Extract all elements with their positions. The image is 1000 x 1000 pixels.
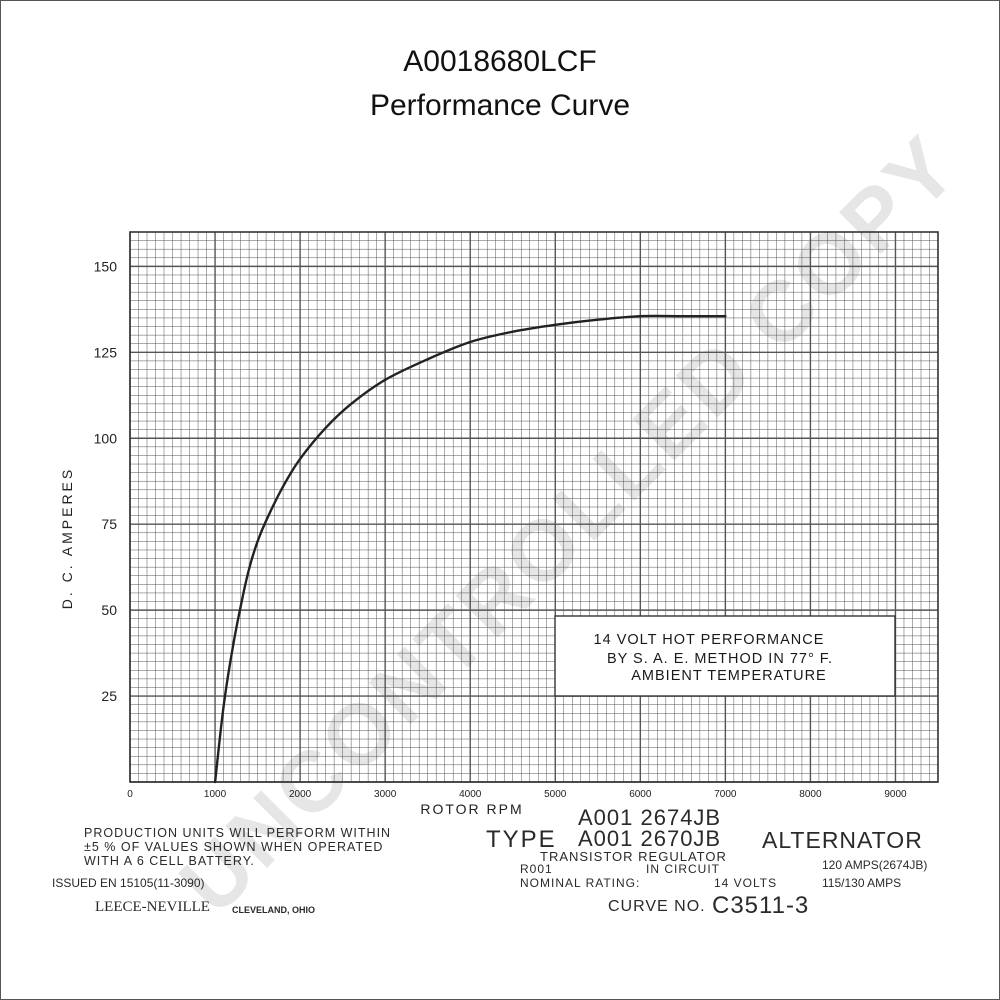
x-tick-label: 6000	[629, 789, 652, 800]
production-note-line: PRODUCTION UNITS WILL PERFORM WITHIN	[84, 826, 392, 840]
curve-point	[469, 341, 471, 343]
y-tick-label: 125	[94, 344, 118, 360]
curve-point	[265, 520, 267, 522]
x-tick-label: 8000	[799, 789, 822, 800]
annotation-line: 14 VOLT HOT PERFORMANCE	[594, 632, 825, 648]
curve-point	[597, 319, 599, 321]
y-tick-label: 150	[94, 258, 118, 274]
regulator-code: R001	[520, 862, 553, 876]
curve-point	[639, 315, 641, 317]
curve-point	[384, 379, 386, 381]
volts-value: 14 VOLTS	[714, 876, 778, 890]
y-axis-label: D. C. AMPERES	[59, 467, 75, 609]
curve-number: C3511-3	[712, 892, 810, 919]
y-tick-label: 100	[94, 430, 118, 446]
maker-name: LEECE-NEVILLE	[95, 899, 210, 915]
maker-city: CLEVELAND, OHIO	[232, 905, 316, 915]
nominal-label: NOMINAL RATING:	[520, 876, 641, 890]
plot-border	[129, 231, 939, 783]
regulator-label: TRANSISTOR REGULATOR	[540, 849, 727, 864]
in-circuit-label: IN CIRCUIT	[646, 862, 720, 876]
type-label: TYPE	[486, 826, 557, 853]
curve-point	[257, 540, 259, 543]
curve-point	[427, 358, 429, 360]
curve-point	[248, 568, 250, 570]
curve-point	[682, 315, 684, 317]
curve-point	[223, 705, 225, 708]
x-tick-label: 0	[127, 789, 133, 800]
x-tick-label: 2000	[289, 789, 312, 800]
annotation-box	[554, 615, 896, 697]
x-axis-label: ROTOR RPM	[420, 801, 523, 817]
x-tick-label: 3000	[374, 789, 397, 800]
page-subtitle: Performance Curve	[369, 89, 631, 122]
x-tick-label: 5000	[544, 789, 567, 800]
curve-point	[724, 315, 727, 317]
curve-point	[282, 485, 284, 487]
alternator-label: ALTERNATOR	[762, 827, 923, 853]
curve-point	[214, 781, 216, 783]
curve-point	[299, 458, 301, 460]
y-tick-label: 25	[101, 688, 117, 704]
x-tick-label: 7000	[714, 789, 737, 800]
amps-a-value: 120 AMPS(2674JB)	[822, 858, 928, 872]
curve-point	[554, 324, 556, 326]
production-note-line: ±5 % OF VALUES SHOWN WHEN OPERATED	[84, 840, 384, 854]
model-a: A001 2674JB	[578, 805, 722, 830]
x-tick-label: 9000	[884, 789, 907, 800]
amps-b-value: 115/130 AMPS	[822, 876, 902, 890]
annotation-line: BY S. A. E. METHOD IN 77° F.	[607, 651, 833, 667]
x-tick-label: 4000	[459, 789, 482, 800]
y-tick-label: 75	[101, 516, 117, 532]
x-tick-label: 1000	[204, 789, 227, 800]
curve-point	[350, 403, 352, 405]
y-tick-label: 50	[101, 602, 117, 618]
curve-point	[325, 427, 327, 429]
curve-number-label: CURVE NO.	[608, 898, 706, 915]
annotation-line: AMBIENT TEMPERATURE	[631, 668, 826, 684]
curve-point	[512, 331, 514, 333]
production-note-line: WITH A 6 CELL BATTERY.	[84, 854, 255, 868]
model-b: A001 2670JB	[578, 826, 722, 851]
curve-point	[231, 650, 233, 653]
curve-point	[240, 606, 242, 608]
page-title: A0018680LCF	[403, 45, 597, 78]
issued-label: ISSUED EN 15105(11-3090)	[52, 876, 205, 890]
production-note: PRODUCTION UNITS WILL PERFORM WITHIN ±5 …	[84, 826, 391, 868]
